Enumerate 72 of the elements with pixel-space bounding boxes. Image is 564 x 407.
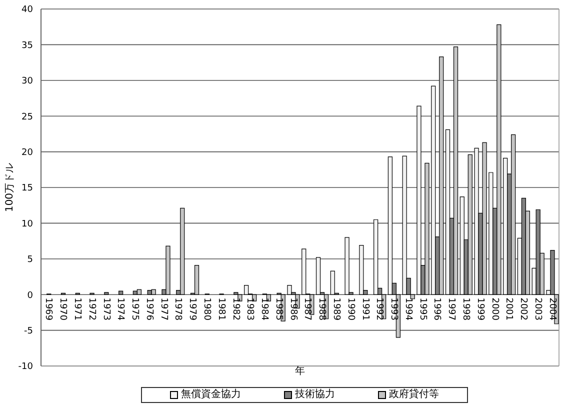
bar [511, 134, 516, 295]
x-tick-label: 1977 [158, 298, 168, 321]
x-tick-label: 1971 [72, 298, 82, 321]
y-tick-label: 25 [22, 112, 33, 122]
x-tick-label: 1978 [172, 298, 183, 321]
x-tick-label: 1975 [130, 298, 140, 321]
y-tick-label: 40 [22, 5, 34, 16]
bar [536, 209, 540, 295]
y-tick-label: -10 [18, 362, 34, 372]
x-tick-label: 2003 [532, 298, 542, 321]
x-tick-label: 1970 [58, 298, 68, 321]
y-tick-label: 35 [22, 40, 33, 51]
x-tick-label: 1985 [273, 298, 284, 321]
bar [136, 289, 142, 295]
bar [118, 290, 124, 295]
x-tick-label: 1981 [216, 298, 226, 321]
bar [359, 245, 364, 295]
x-tick-label: 1991 [360, 298, 370, 321]
bar [453, 46, 458, 295]
x-tick-label: 1989 [330, 298, 341, 321]
bar [316, 257, 321, 295]
x-tick-label: 2004 [546, 298, 557, 321]
y-tick-label: 30 [22, 76, 34, 87]
bar [439, 56, 444, 295]
bar [330, 270, 335, 295]
y-axis-title: 100万ドル [4, 162, 16, 212]
y-tick-label: 0 [27, 290, 34, 301]
x-tick-label: 1983 [244, 298, 255, 321]
x-tick-label: 1992 [374, 298, 384, 321]
x-tick-label: 1973 [100, 298, 111, 321]
x-tick-label: 1980 [201, 298, 212, 321]
bar [194, 265, 200, 295]
x-tick-label: 2001 [504, 298, 514, 321]
x-tick-label: 1999 [474, 298, 485, 321]
y-tick-label: 10 [22, 219, 34, 230]
x-tick-label: 1996 [432, 298, 442, 321]
y-tick-label: 5 [27, 255, 33, 266]
x-tick-label: 1972 [86, 298, 96, 321]
bar [460, 196, 464, 295]
bar [151, 289, 156, 295]
x-tick-label: 1995 [417, 298, 428, 321]
x-tick-label: 1984 [259, 298, 270, 321]
x-tick-label: 1979 [187, 298, 198, 321]
x-tick-label: 1987 [302, 298, 312, 321]
x-tick-label: 2002 [518, 298, 528, 321]
y-tick-label: 15 [22, 184, 33, 194]
x-tick-label: 1986 [288, 298, 298, 321]
legend-label: 政府貸付等 [389, 389, 439, 401]
x-tick-label: 2000 [489, 298, 500, 321]
bar [445, 129, 450, 295]
legend-label: 無償資金協力 [181, 389, 241, 401]
bar [132, 290, 138, 295]
bar [180, 208, 185, 295]
bar [374, 219, 378, 295]
bar [402, 156, 407, 295]
x-tick-label: 1974 [115, 298, 126, 321]
x-tick-label: 1982 [230, 298, 240, 321]
x-tick-label: 1998 [460, 298, 470, 321]
bar [388, 156, 393, 295]
y-tick-label: -5 [24, 326, 33, 336]
x-tick-label: 1994 [402, 298, 413, 321]
x-tick-label: 1969 [43, 298, 54, 321]
x-tick-label: 1990 [345, 298, 356, 321]
bar [166, 246, 170, 295]
legend-label: 技術協力 [295, 389, 335, 401]
x-tick-label: 1976 [144, 298, 154, 321]
bar [104, 292, 109, 295]
bar [147, 290, 152, 295]
y-tick-label: 20 [22, 148, 34, 158]
x-axis-title: 年 [295, 365, 305, 378]
bar [344, 237, 350, 295]
x-tick-label: 1997 [446, 298, 456, 321]
